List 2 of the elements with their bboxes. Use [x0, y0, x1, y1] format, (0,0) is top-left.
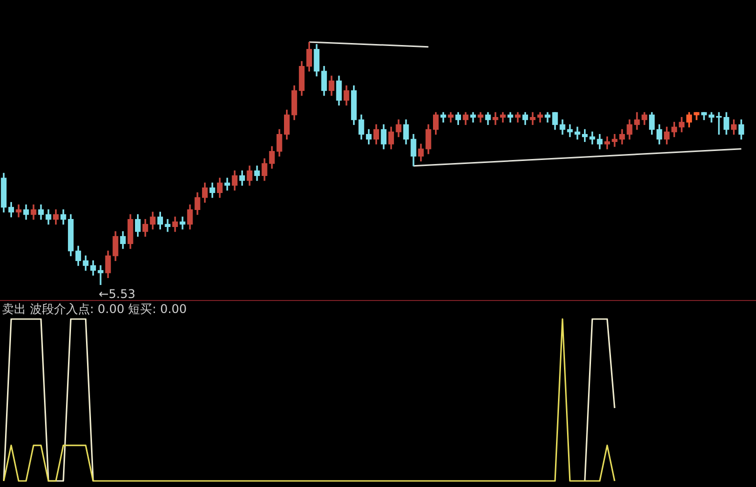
text: ←5.53 — [98, 287, 136, 302]
chart-title: 卖出 波段介入点: 0.00 短买: 0.00 — [2, 302, 187, 316]
